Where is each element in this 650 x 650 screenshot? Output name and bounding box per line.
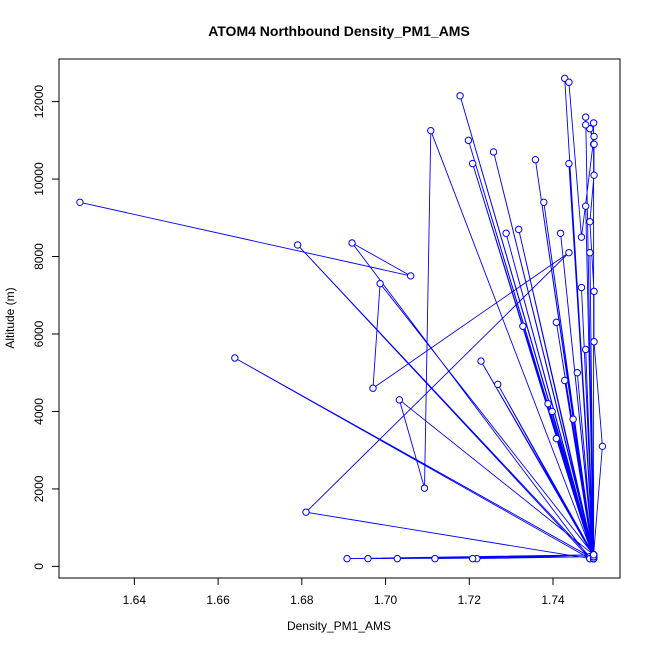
y-axis: 0 2000 4000 6000 8000 10000 12000 xyxy=(32,85,60,570)
x-tick-label: 1.70 xyxy=(374,593,398,607)
data-point xyxy=(577,283,586,292)
data-point xyxy=(427,126,435,135)
plot-area xyxy=(76,74,607,563)
x-axis-label: Density_PM1_AMS xyxy=(287,619,391,633)
data-point xyxy=(348,239,356,247)
x-tick-label: 1.66 xyxy=(206,593,230,607)
data-point xyxy=(569,415,577,423)
data-point xyxy=(293,241,302,249)
data-point xyxy=(548,407,556,416)
data-point xyxy=(406,272,415,280)
data-point xyxy=(302,508,310,516)
data-point xyxy=(343,554,351,563)
data-point xyxy=(364,554,372,563)
data-point xyxy=(552,318,561,327)
y-tick-label: 6000 xyxy=(32,320,46,347)
data-point xyxy=(598,442,607,451)
x-tick-label: 1.72 xyxy=(458,593,482,607)
y-axis-label: Altitude (m) xyxy=(3,287,17,348)
x-tick-label: 1.64 xyxy=(123,593,147,607)
data-point xyxy=(589,551,598,559)
y-tick-label: 8000 xyxy=(32,243,46,270)
data-point xyxy=(577,233,586,241)
data-point xyxy=(565,159,573,168)
y-tick-label: 10000 xyxy=(32,162,46,196)
data-point xyxy=(586,248,594,257)
data-point xyxy=(477,357,485,365)
data-point xyxy=(573,369,581,377)
y-tick-label: 4000 xyxy=(32,398,46,425)
data-point xyxy=(456,92,464,100)
data-point xyxy=(590,338,598,346)
data-point xyxy=(489,148,498,156)
data-point xyxy=(581,345,590,354)
data-point xyxy=(586,217,594,226)
data-point xyxy=(494,380,502,389)
data-point xyxy=(552,434,561,443)
chart-title: ATOM4 Northbound Density_PM1_AMS xyxy=(208,23,470,39)
x-tick-label: 1.74 xyxy=(541,593,565,607)
data-point xyxy=(76,198,84,207)
data-point xyxy=(540,198,548,207)
data-point xyxy=(565,78,573,86)
data-point xyxy=(565,248,573,257)
y-tick-label: 0 xyxy=(32,563,46,570)
data-point xyxy=(556,229,565,237)
data-point xyxy=(468,554,477,563)
data-point xyxy=(581,202,590,210)
data-point xyxy=(514,225,523,234)
data-point xyxy=(531,156,540,164)
data-point xyxy=(231,354,239,362)
x-axis: 1.64 1.66 1.68 1.70 1.72 1.74 xyxy=(123,577,565,607)
data-point xyxy=(376,279,384,288)
data-point xyxy=(590,171,598,179)
data-point xyxy=(468,159,477,168)
data-point xyxy=(369,384,377,392)
data-point xyxy=(502,229,510,237)
data-point xyxy=(561,376,569,385)
data-point xyxy=(431,554,439,563)
y-tick-label: 12000 xyxy=(32,85,46,119)
data-point xyxy=(519,322,527,330)
data-point xyxy=(581,121,590,129)
data-point xyxy=(590,132,598,141)
y-tick-label: 2000 xyxy=(32,475,46,502)
data-point xyxy=(590,287,598,296)
data-point xyxy=(395,396,404,404)
series-line xyxy=(79,78,603,560)
data-point xyxy=(420,484,429,492)
data-point xyxy=(590,140,598,148)
data-point xyxy=(393,554,401,563)
x-tick-label: 1.68 xyxy=(290,593,314,607)
data-point xyxy=(589,119,598,127)
data-point xyxy=(581,113,590,121)
data-point xyxy=(544,400,552,408)
data-point xyxy=(464,136,473,145)
